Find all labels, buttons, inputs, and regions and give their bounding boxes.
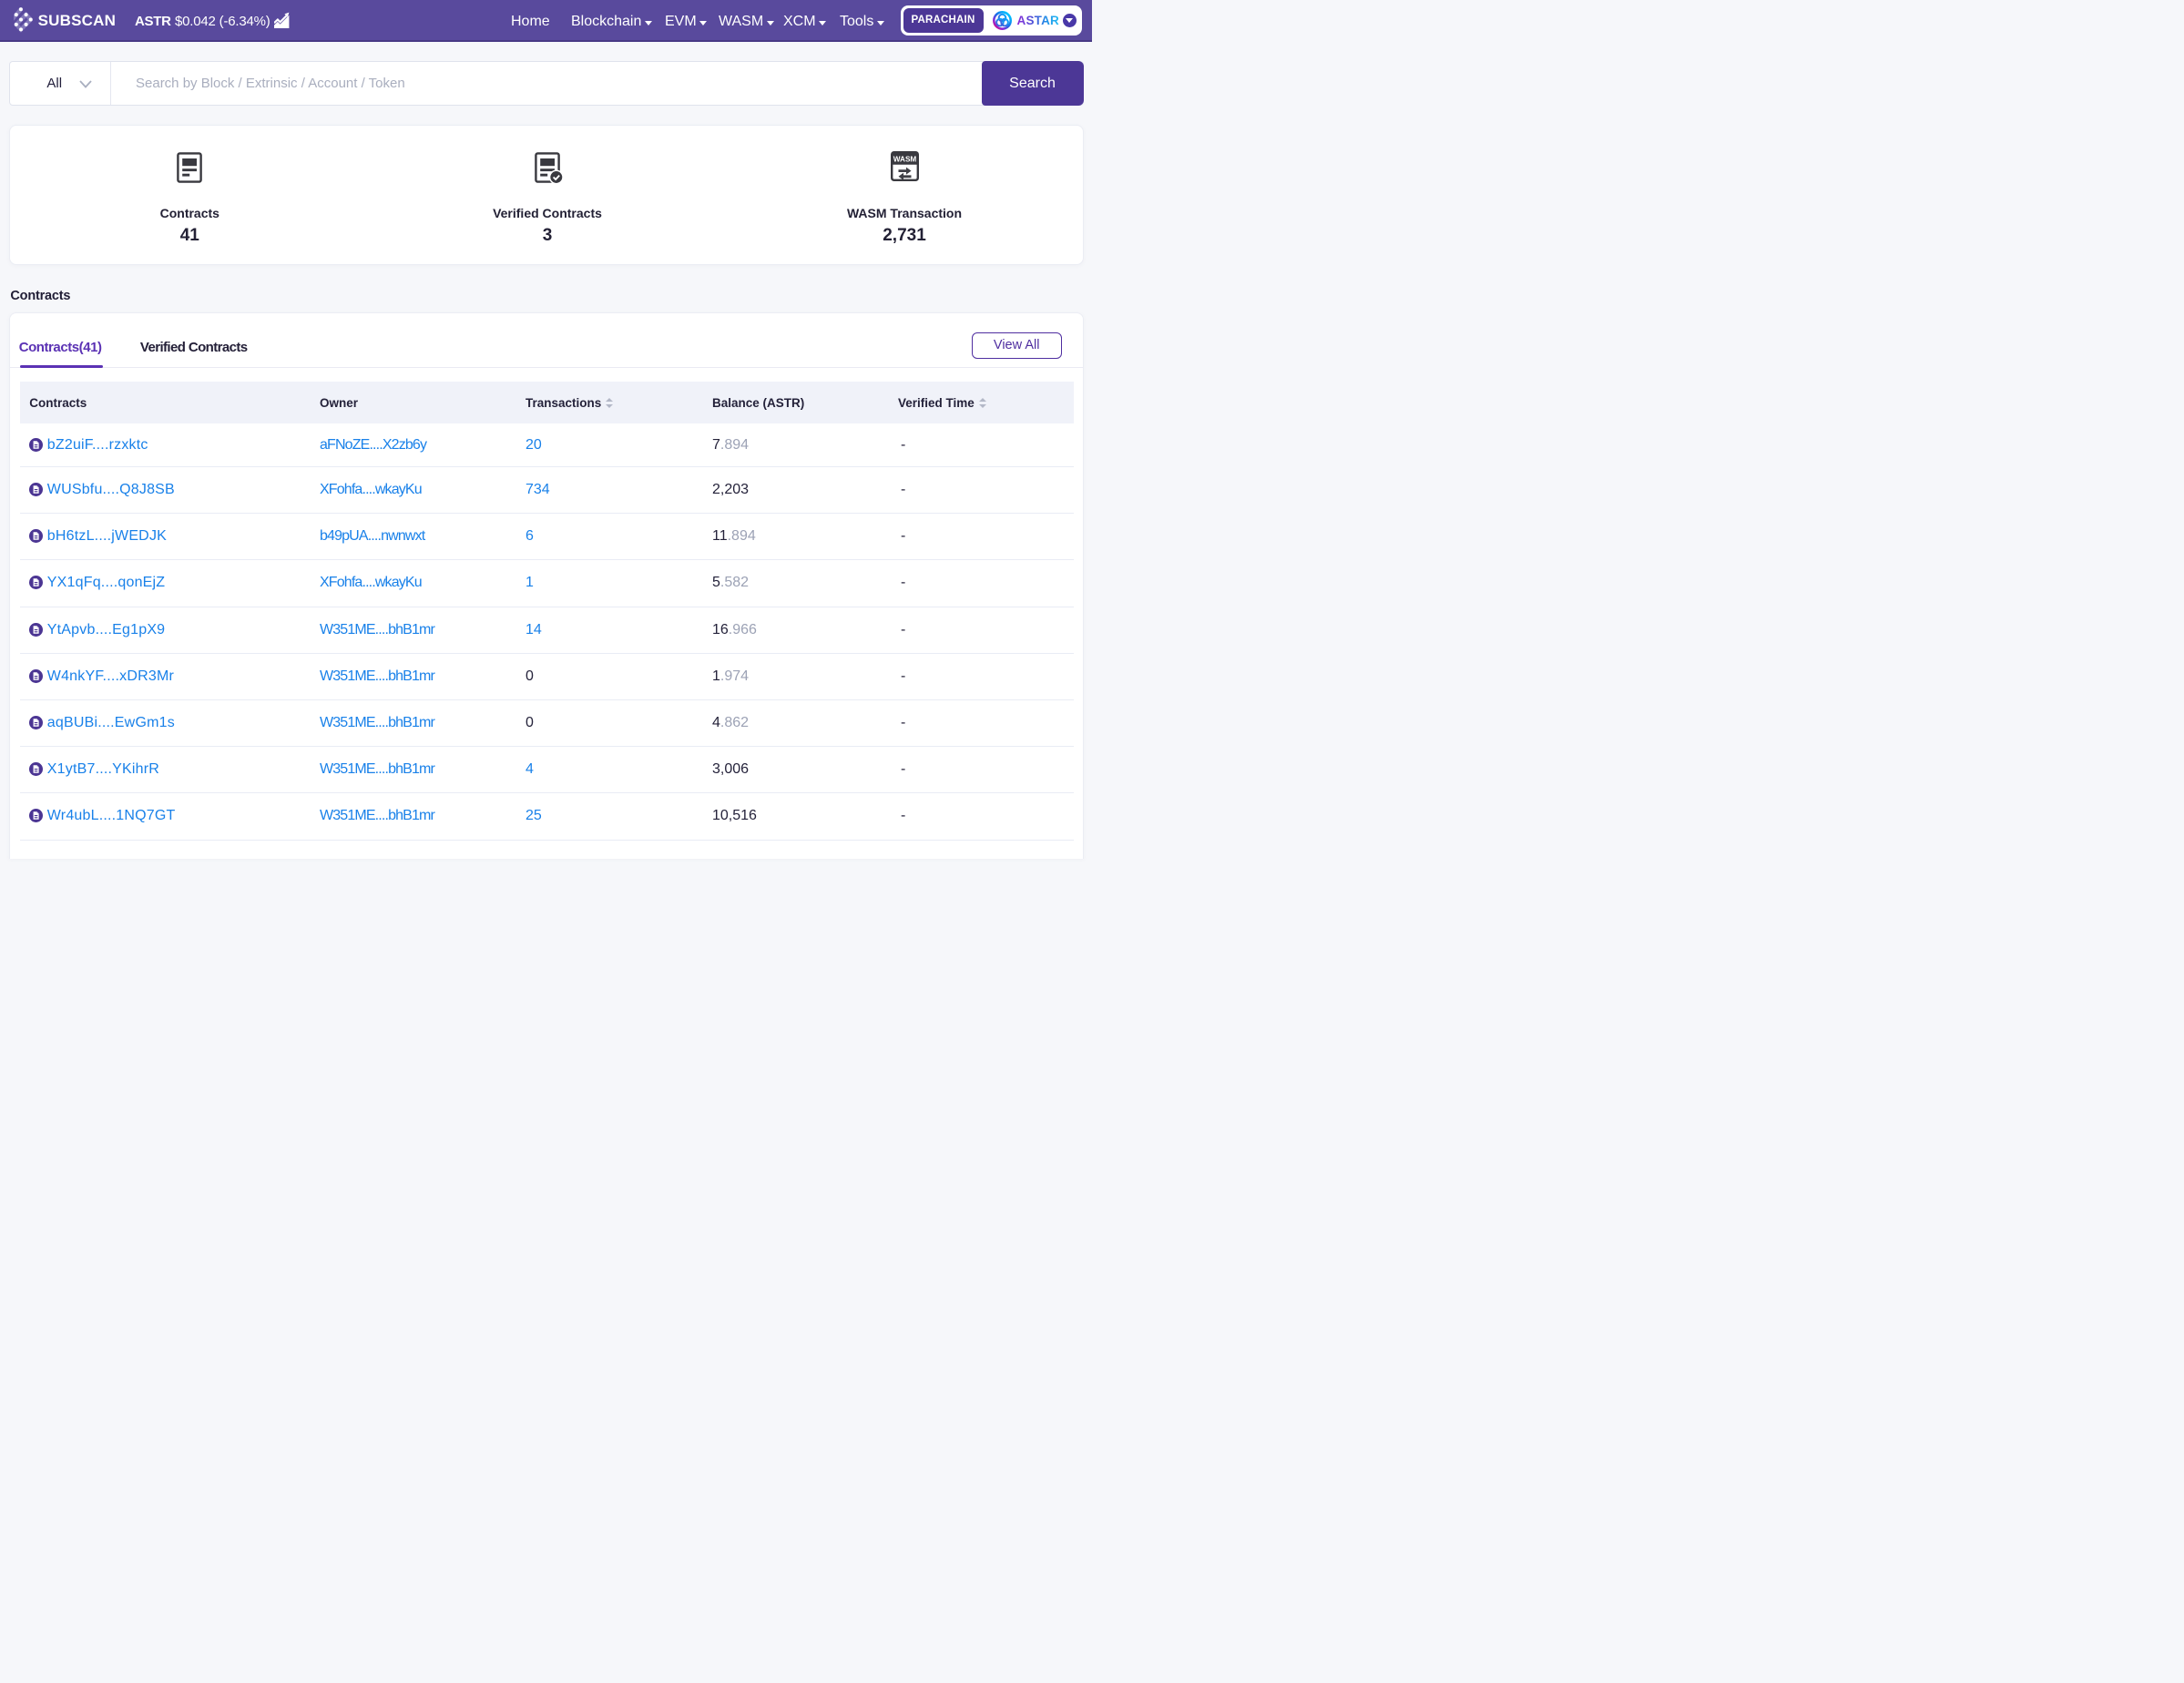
svg-text:WASM: WASM (893, 156, 916, 164)
